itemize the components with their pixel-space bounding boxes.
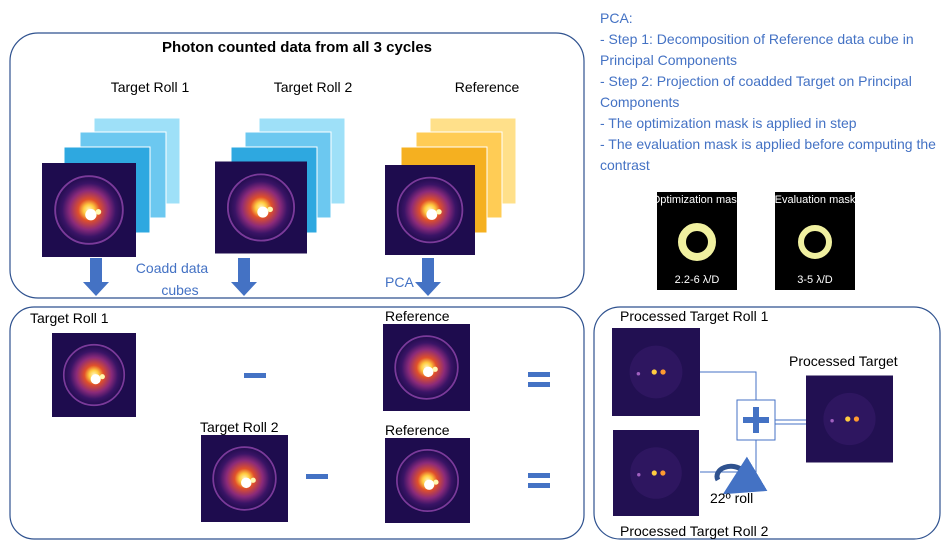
stack-label: Target Roll 2 — [274, 79, 353, 95]
notes-heading: PCA: — [600, 8, 945, 29]
coadd-label: Coadd data — [136, 260, 209, 276]
pca-label: PCA — [385, 274, 414, 290]
right-panel: Processed Target Roll 1 Processed Target… — [594, 307, 940, 539]
masks: Optimization mask 2.2-6 λ/D Evaluation m… — [652, 192, 856, 290]
pca-notes: PCA: - Step 1: Decomposition of Referenc… — [600, 8, 945, 176]
image-label: Reference — [385, 422, 450, 438]
note-item: - The optimization mask is applied in st… — [600, 113, 945, 134]
top-panel: Photon counted data from all 3 cycles Ta… — [10, 33, 584, 298]
mask-title: Optimization mask — [652, 194, 743, 206]
image-label: Processed Target Roll 2 — [620, 523, 769, 539]
coadd-label: cubes — [161, 282, 198, 298]
mask-title: Evaluation mask — [775, 194, 856, 206]
note-item: - Step 2: Projection of coadded Target o… — [600, 71, 945, 113]
stack-label: Reference — [455, 79, 520, 95]
bottom-panel: Target Roll 1 Reference Target Roll 2 Re… — [10, 307, 584, 539]
image-label: Target Roll 1 — [30, 310, 109, 326]
image-label: Target Roll 2 — [200, 419, 279, 435]
mask-range: 2.2-6 λ/D — [675, 274, 720, 286]
mask-range: 3-5 λ/D — [797, 274, 833, 286]
image-label: Processed Target — [789, 353, 898, 369]
image-label: Reference — [385, 308, 450, 324]
rotation-label: 22º roll — [710, 490, 753, 506]
image-label: Processed Target Roll 1 — [620, 308, 769, 324]
page: Photon counted data from all 3 cycles Ta… — [0, 0, 949, 541]
stack-label: Target Roll 1 — [111, 79, 190, 95]
panel-title: Photon counted data from all 3 cycles — [162, 39, 432, 56]
note-item: - Step 1: Decomposition of Reference dat… — [600, 29, 945, 71]
note-item: - The evaluation mask is applied before … — [600, 134, 945, 176]
